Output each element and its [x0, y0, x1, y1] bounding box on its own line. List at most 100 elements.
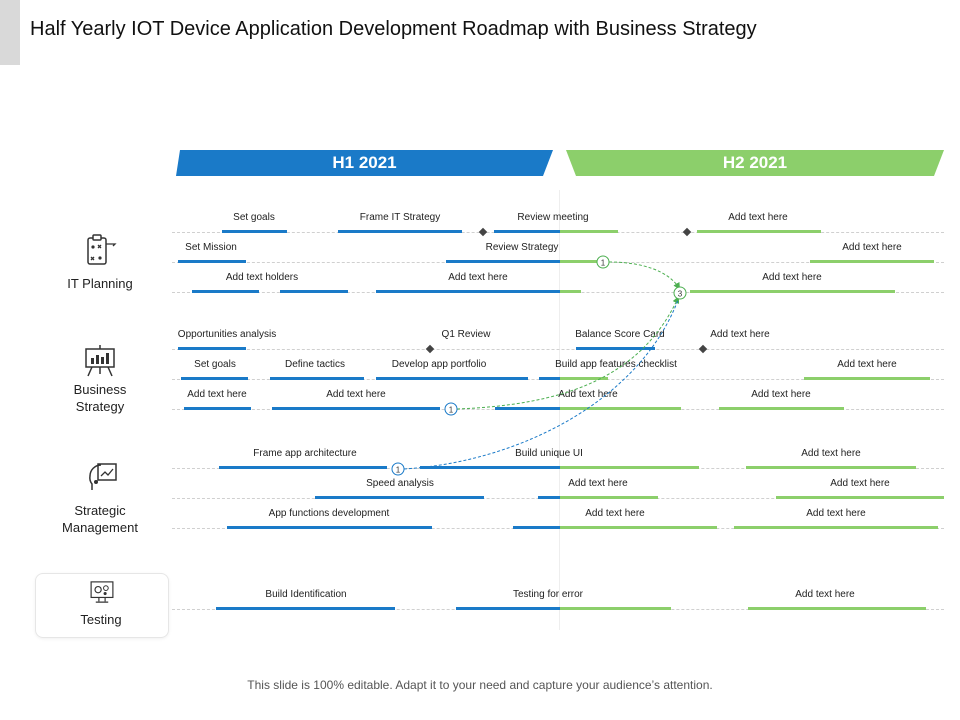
task-label: Add text here	[842, 242, 902, 253]
task-bar	[494, 230, 560, 233]
task-bar	[181, 377, 248, 380]
task-label: Add text here	[728, 212, 788, 223]
task-bar	[272, 407, 440, 410]
svg-text:1: 1	[396, 466, 401, 475]
task-bar	[538, 496, 560, 499]
task-label: Set goals	[194, 359, 236, 370]
clipboard-strategy-icon	[87, 234, 117, 265]
task-label: Build unique UI	[515, 448, 583, 459]
task-label: Develop app portfolio	[391, 359, 487, 370]
milestone-diamond	[425, 344, 435, 354]
task-bar	[227, 526, 432, 529]
task-label: Testing for error	[512, 589, 584, 600]
milestone-diamond	[698, 344, 708, 354]
task-bar	[376, 290, 560, 293]
task-label: Add text here	[801, 448, 861, 459]
task-bar	[178, 347, 246, 350]
task-bar	[270, 377, 364, 380]
task-label: Build Identification	[265, 589, 347, 600]
task-label: Add text here	[585, 508, 645, 519]
testing-highlight-box	[35, 573, 169, 638]
task-bar	[560, 377, 608, 380]
task-bar	[192, 290, 259, 293]
footer-note: This slide is 100% editable. Adapt it to…	[247, 678, 713, 692]
category-label-business-strategy: Business Strategy	[73, 382, 127, 414]
task-bar	[539, 377, 560, 380]
task-bar	[495, 407, 560, 410]
row-guide	[172, 349, 944, 350]
task-bar	[719, 407, 844, 410]
task-bar	[280, 290, 348, 293]
period-header-h2: H2 2021	[566, 150, 944, 176]
task-bar	[338, 230, 462, 233]
category-label-strategic-management: Strategic Management	[62, 503, 138, 535]
task-bar	[446, 260, 560, 263]
category-label-it-planning: IT Planning	[67, 276, 133, 291]
milestone-diamond	[682, 227, 692, 237]
milestone-marker-1c: 1	[391, 462, 405, 476]
task-bar	[560, 526, 717, 529]
task-bar	[513, 526, 560, 529]
task-label: Add text here	[710, 329, 770, 340]
strategy-head-icon	[89, 463, 117, 490]
task-bar	[804, 377, 930, 380]
task-bar	[776, 496, 944, 499]
period-label-h1: H1 2021	[332, 153, 397, 172]
svg-text:1: 1	[449, 406, 454, 415]
svg-text:3: 3	[678, 290, 683, 299]
task-label: Add text here	[187, 389, 247, 400]
page-title: Half Yearly IOT Device Application Devel…	[30, 18, 757, 40]
task-bar	[420, 466, 560, 469]
task-bar	[560, 290, 581, 293]
task-label: Define tactics	[284, 359, 346, 370]
task-bar	[734, 526, 938, 529]
task-bar	[216, 607, 395, 610]
task-label: Add text here	[448, 272, 508, 283]
task-label: App functions development	[268, 508, 390, 519]
task-label: Add text here	[806, 508, 866, 519]
task-bar	[560, 607, 671, 610]
task-label: Opportunities analysis	[177, 329, 277, 340]
task-bar	[560, 466, 699, 469]
category-label-testing: Testing	[80, 612, 122, 627]
task-label: Frame app architecture	[253, 448, 357, 459]
period-header-h1: H1 2021	[176, 150, 553, 176]
period-divider	[559, 190, 560, 630]
task-label: Add text here	[830, 478, 890, 489]
monitor-gear-icon	[90, 581, 114, 603]
task-label: Balance Score Card	[575, 329, 665, 340]
task-label: Q1 Review	[441, 329, 491, 340]
task-label: Add text here	[751, 389, 811, 400]
task-label: Review meeting	[517, 212, 589, 223]
task-label: Set goals	[233, 212, 275, 223]
milestone-diamond	[478, 227, 488, 237]
task-label: Build app features checklist	[555, 359, 677, 370]
period-label-h2: H2 2021	[722, 153, 788, 172]
milestone-marker-3: 3	[673, 286, 687, 300]
task-bar	[690, 290, 895, 293]
task-bar	[560, 496, 658, 499]
task-label: Review Strategy	[485, 242, 559, 253]
task-label: Add text here	[795, 589, 855, 600]
task-bar	[697, 230, 821, 233]
task-bar	[560, 230, 618, 233]
task-bar	[576, 347, 655, 350]
task-label: Speed analysis	[366, 478, 434, 489]
task-bar	[178, 260, 246, 263]
task-label: Add text here	[837, 359, 897, 370]
task-bar	[376, 377, 528, 380]
task-label: Add text here	[762, 272, 822, 283]
task-label: Add text here	[568, 478, 628, 489]
task-bar	[560, 407, 681, 410]
task-bar	[315, 496, 484, 499]
task-bar	[184, 407, 251, 410]
task-bar	[560, 260, 602, 263]
connector-arrow	[403, 299, 679, 470]
task-label: Add text here	[326, 389, 386, 400]
task-bar	[746, 466, 916, 469]
presentation-board-icon	[85, 345, 115, 377]
task-bar	[456, 607, 560, 610]
task-bar	[222, 230, 287, 233]
task-bar	[810, 260, 934, 263]
task-label: Add text here	[558, 389, 618, 400]
